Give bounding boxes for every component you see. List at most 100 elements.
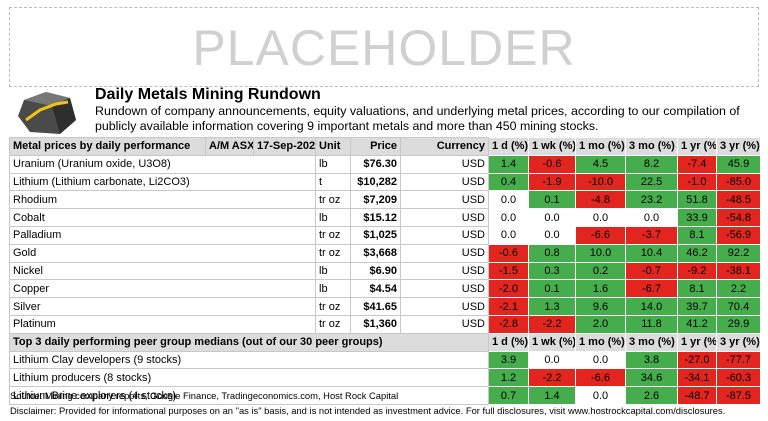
pct-change: 70.4 — [716, 297, 761, 316]
header-cell: Unit — [315, 137, 351, 156]
header-cell: 1 yr (%) — [677, 332, 717, 352]
pct-change: 0.2 — [575, 261, 626, 281]
pct-change: -1.0 — [677, 172, 717, 192]
pct-change: -2.2 — [528, 314, 576, 334]
placeholder: PLACEHOLDER — [9, 7, 759, 87]
unit: lb — [315, 261, 351, 281]
pct-change: -2.1 — [488, 297, 529, 316]
pct-change: 46.2 — [677, 243, 717, 263]
pct-change: 0.0 — [528, 225, 576, 245]
metal-row: Palladium tr oz $1,025 USD 0.0 0.0 -6.6 -3.7 8.1… — [9, 225, 761, 245]
source-note: Source: Mining company reports, Google F… — [10, 390, 399, 401]
pct-change: 0.8 — [528, 243, 576, 263]
metal-name: Palladium — [9, 225, 316, 245]
pct-change: 41.2 — [677, 314, 717, 334]
metal-name: Lithium (Lithium carbonate, Li2CO3) — [9, 172, 316, 192]
pct-change: -0.7 — [625, 261, 678, 281]
metal-row: Gold tr oz $3,668 USD -0.6 0.8 10.0 10.4 46.2 92.… — [9, 243, 761, 263]
pct-change: 8.1 — [677, 225, 717, 245]
pct-change: -1.9 — [528, 172, 576, 192]
pct-change: 23.2 — [625, 190, 678, 210]
header-cell: 1 wk (%) — [528, 137, 576, 156]
pct-change: -2.8 — [488, 314, 529, 334]
pct-change: 3.8 — [625, 350, 678, 370]
pct-change: 2.6 — [625, 386, 678, 405]
metal-name: Nickel — [9, 261, 316, 281]
unit: tr oz — [315, 225, 351, 245]
pct-change: 0.1 — [528, 279, 576, 299]
pct-change: 0.0 — [528, 208, 576, 227]
pct-change: -0.6 — [528, 154, 576, 174]
pct-change: 0.7 — [488, 386, 529, 405]
pct-change: 51.8 — [677, 190, 717, 210]
header-row: Metal prices by daily performance A/M ASX… — [9, 137, 761, 156]
pct-change: 9.6 — [575, 297, 626, 316]
header-cell: Currency — [400, 137, 489, 156]
pct-change: 0.0 — [625, 208, 678, 227]
header-cell: A/M ASX — [205, 137, 254, 156]
pct-change: 0.0 — [575, 208, 626, 227]
title: Daily Metals Mining Rundown — [95, 86, 321, 103]
metal-row: Platinum tr oz $1,360 USD -2.8 -2.2 2.0 11.8 41.… — [9, 314, 761, 334]
currency: USD — [400, 208, 489, 227]
pct-change: 2.0 — [575, 314, 626, 334]
price: $1,360 — [350, 314, 401, 334]
price: $6.90 — [350, 261, 401, 281]
pct-change: -3.7 — [625, 225, 678, 245]
header-cell: 1 mo (%) — [575, 137, 626, 156]
pct-change: 10.0 — [575, 243, 626, 263]
pct-change: 1.4 — [488, 154, 529, 174]
pct-change: -85.0 — [716, 172, 761, 192]
pct-change: -60.3 — [716, 368, 761, 388]
pct-change: 10.4 — [625, 243, 678, 263]
unit: t — [315, 172, 351, 192]
header-cell: 3 mo (%) — [625, 137, 678, 156]
pct-change: -87.5 — [716, 386, 761, 405]
pct-change: 1.6 — [575, 279, 626, 299]
header-cell: Metal prices by daily performance — [9, 137, 206, 156]
pct-change: -2.0 — [488, 279, 529, 299]
metal-name: Silver — [9, 297, 316, 316]
peer-header-row: Top 3 daily performing peer group median… — [9, 332, 761, 352]
header-cell: 1 wk (%) — [528, 332, 576, 352]
disclaimer: Disclaimer: Provided for informational p… — [10, 405, 726, 416]
peer-row: Lithium producers (8 stocks) 1.2 -2.2 -6.6 3… — [9, 368, 761, 388]
peer-name: Lithium producers (8 stocks) — [9, 368, 489, 388]
currency: USD — [400, 154, 489, 174]
metal-row: Rhodium tr oz $7,209 USD 0.0 0.1 -4.8 23.2 51.8-… — [9, 190, 761, 210]
pct-change: -56.9 — [716, 225, 761, 245]
currency: USD — [400, 279, 489, 299]
pct-change: 0.4 — [488, 172, 529, 192]
pct-change: -2.2 — [528, 368, 576, 388]
price: $41.65 — [350, 297, 401, 316]
metal-row: Cobalt lb $15.12 USD 0.0 0.0 0.0 0.0 33.9 -54.8 — [9, 208, 761, 227]
metal-name: Platinum — [9, 314, 316, 334]
price: $3,668 — [350, 243, 401, 263]
unit: tr oz — [315, 314, 351, 334]
pct-change: -54.8 — [716, 208, 761, 227]
pct-change: -48.5 — [716, 190, 761, 210]
pct-change: 92.2 — [716, 243, 761, 263]
metal-row: Copper lb $4.54 USD -2.0 0.1 1.6 -6.7 8.1 2.2 — [9, 279, 761, 299]
price: $76.30 — [350, 154, 401, 174]
metal-name: Rhodium — [9, 190, 316, 210]
pct-change: 0.0 — [575, 350, 626, 370]
pct-change: -38.1 — [716, 261, 761, 281]
pct-change: -7.4 — [677, 154, 717, 174]
pct-change: 1.3 — [528, 297, 576, 316]
pct-change: -6.6 — [575, 368, 626, 388]
pct-change: 0.0 — [488, 225, 529, 245]
metal-row: Lithium (Lithium carbonate, Li2CO3) t $10,… — [9, 172, 761, 192]
metal-row: Uranium (Uranium oxide, U3O8) lb $76.30 USD… — [9, 154, 761, 174]
pct-change: -6.7 — [625, 279, 678, 299]
pct-change: 0.0 — [528, 350, 576, 370]
header-cell: Price — [350, 137, 401, 156]
currency: USD — [400, 225, 489, 245]
price: $1,025 — [350, 225, 401, 245]
pct-change: -77.7 — [716, 350, 761, 370]
pct-change: 2.2 — [716, 279, 761, 299]
currency: USD — [400, 190, 489, 210]
pct-change: 33.9 — [677, 208, 717, 227]
header-cell: 1 mo (%) — [575, 332, 626, 352]
currency: USD — [400, 314, 489, 334]
